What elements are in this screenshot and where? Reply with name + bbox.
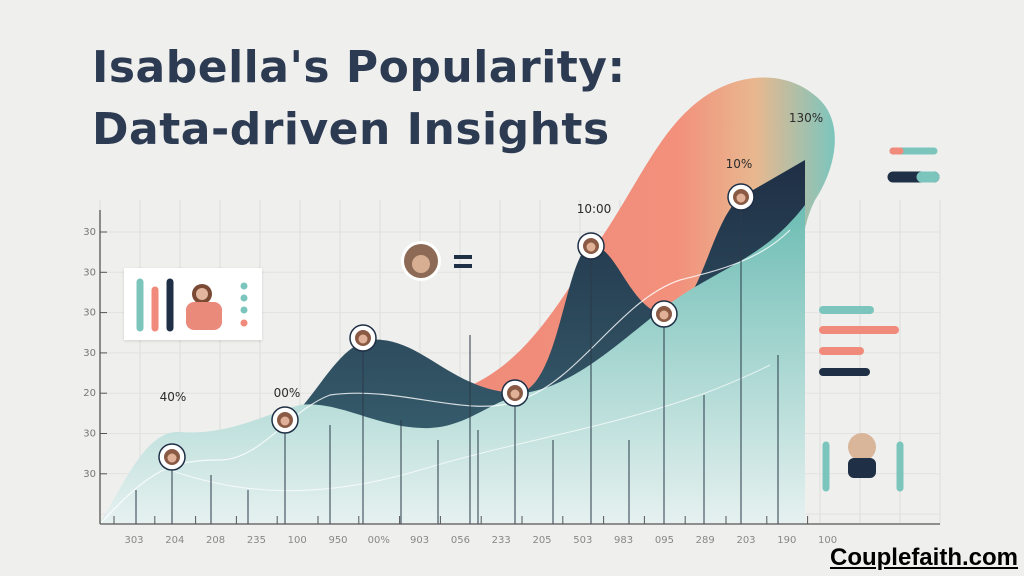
- x-tick-label: 950: [328, 535, 347, 546]
- y-tick-label: 30: [83, 308, 96, 319]
- y-tick-label: 30: [83, 429, 96, 440]
- portrait-equals: [401, 241, 472, 281]
- x-tick-label: 203: [736, 535, 755, 546]
- person-photo-icon: [349, 324, 377, 352]
- x-tick-label: 100: [288, 535, 307, 546]
- annotation-label: 10:00: [577, 202, 612, 216]
- x-tick-label: 289: [696, 535, 715, 546]
- person-photo-icon: [650, 300, 678, 328]
- y-tick-label: 20: [83, 388, 96, 399]
- x-tick-label: 503: [573, 535, 592, 546]
- summary-card: [124, 268, 262, 340]
- legend: [887, 147, 940, 183]
- x-tick-label: 208: [206, 535, 225, 546]
- person-photo-icon: [727, 183, 755, 211]
- x-tick-label: 190: [777, 535, 796, 546]
- side-bars: [819, 306, 899, 376]
- annotation-label: 10%: [726, 157, 753, 171]
- trend-line: [99, 229, 791, 525]
- x-tick-label: 903: [410, 535, 429, 546]
- y-tick-label: 30: [83, 227, 96, 238]
- x-tick-label: 00%: [368, 535, 390, 546]
- page-title-line1: Isabella's Popularity:: [92, 42, 626, 93]
- x-tick-label: 303: [124, 535, 143, 546]
- x-tick-label: 235: [247, 535, 266, 546]
- annotation-label: 40%: [160, 390, 187, 404]
- equals-icon: [454, 255, 472, 268]
- x-tick-label: 056: [451, 535, 470, 546]
- person-card: [822, 433, 904, 492]
- x-tick-label: 095: [655, 535, 674, 546]
- x-tick-label: 233: [492, 535, 511, 546]
- stems: [135, 197, 779, 524]
- watermark[interactable]: Couplefaith.com: [829, 544, 1018, 571]
- page-title-line2: Data-driven Insights: [92, 104, 610, 155]
- person-photo-icon: [271, 406, 299, 434]
- x-tick-label: 100: [818, 535, 837, 546]
- y-tick-label: 30: [83, 348, 96, 359]
- x-tick-label: 205: [532, 535, 551, 546]
- annotation-label: 130%: [789, 111, 823, 125]
- x-tick-label: 204: [165, 535, 184, 546]
- trend-line-2: [169, 364, 771, 492]
- person-photo-icon: [848, 433, 876, 461]
- y-tick-label: 30: [83, 267, 96, 278]
- y-tick-label: 30: [83, 469, 96, 480]
- x-tick-label: 983: [614, 535, 633, 546]
- person-photo-icon: [158, 443, 186, 471]
- person-photo-icon: [577, 232, 605, 260]
- person-photo-icon: [186, 284, 222, 330]
- annotation-label: 00%: [274, 386, 301, 400]
- person-photo-icon: [501, 379, 529, 407]
